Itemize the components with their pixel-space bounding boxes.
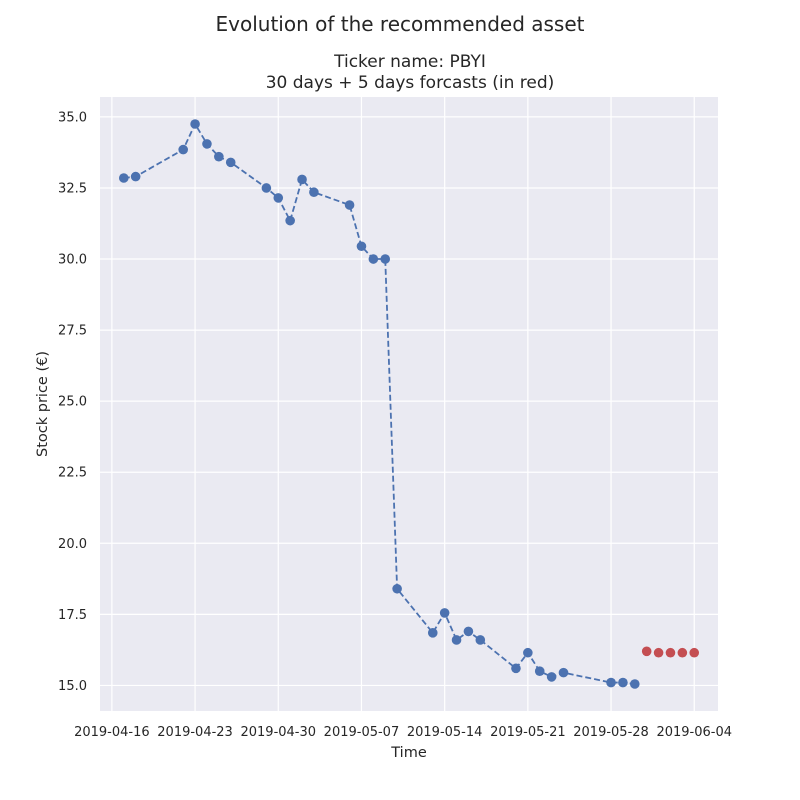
data-point	[534, 666, 545, 676]
x-tick-label: 2019-06-04	[656, 725, 732, 740]
data-point	[368, 254, 379, 264]
data-point	[309, 187, 319, 198]
data-point	[475, 635, 486, 645]
data-point	[344, 200, 355, 210]
x-tick-label: 2019-04-16	[74, 725, 150, 740]
chart-title-line1: Ticker name: PBYI	[333, 52, 486, 72]
data-point	[511, 663, 521, 674]
forecast-series	[641, 646, 700, 658]
forecast-point	[677, 647, 688, 658]
data-point	[618, 677, 628, 688]
y-tick-label: 20.0	[58, 537, 87, 552]
series-line	[123, 122, 635, 685]
x-tick-label: 2019-04-30	[240, 725, 316, 740]
x-axis-label: Time	[390, 745, 427, 761]
y-tick-label: 32.5	[58, 181, 87, 196]
data-point	[130, 171, 141, 182]
y-tick-label: 22.5	[58, 466, 87, 481]
data-point	[356, 241, 367, 252]
data-point	[273, 193, 284, 203]
forecast-point	[665, 647, 676, 658]
x-tick-label: 2019-05-21	[490, 725, 566, 740]
data-point	[214, 151, 224, 162]
data-point	[630, 679, 640, 689]
chart-suptitle: Evolution of the recommended asset	[216, 12, 585, 36]
data-point	[380, 254, 391, 264]
data-point	[118, 173, 129, 183]
grid	[100, 97, 718, 711]
data-point	[261, 183, 272, 193]
y-tick-label: 27.5	[58, 324, 87, 339]
data-point	[225, 157, 236, 168]
forecast-point	[689, 647, 700, 658]
forecast-point	[641, 646, 652, 657]
y-tick-label: 35.0	[58, 110, 87, 125]
y-tick-label: 25.0	[58, 395, 87, 410]
data-point	[558, 667, 569, 678]
forecast-point	[653, 647, 664, 658]
data-point	[546, 672, 557, 682]
data-point	[451, 635, 462, 645]
data-point	[190, 119, 200, 129]
y-tick-label: 15.0	[58, 679, 87, 694]
data-point	[392, 583, 402, 594]
data-point	[463, 626, 474, 637]
x-tick-label: 2019-05-07	[324, 725, 400, 740]
data-point	[439, 608, 450, 618]
data-point	[202, 139, 212, 149]
chart-title-line2: 30 days + 5 days forcasts (in red)	[266, 73, 555, 93]
data-point	[178, 144, 188, 155]
data-point	[523, 647, 533, 658]
historical-series	[118, 119, 640, 689]
series	[118, 119, 700, 689]
y-tick-label: 30.0	[58, 253, 87, 268]
x-tick-label: 2019-05-14	[407, 725, 483, 740]
data-point	[297, 174, 307, 185]
x-tick-label: 2019-04-23	[157, 725, 233, 740]
data-point	[606, 677, 616, 688]
y-tick-label: 17.5	[58, 608, 87, 623]
tick-labels: 2019-04-16 2019-04-23 2019-04-30 2019-05-07…	[58, 110, 732, 740]
data-point	[427, 628, 438, 638]
y-axis-label: Stock price (€)	[35, 351, 51, 457]
data-point	[285, 215, 295, 226]
x-tick-label: 2019-05-28	[573, 725, 649, 740]
plot-area	[100, 97, 718, 711]
